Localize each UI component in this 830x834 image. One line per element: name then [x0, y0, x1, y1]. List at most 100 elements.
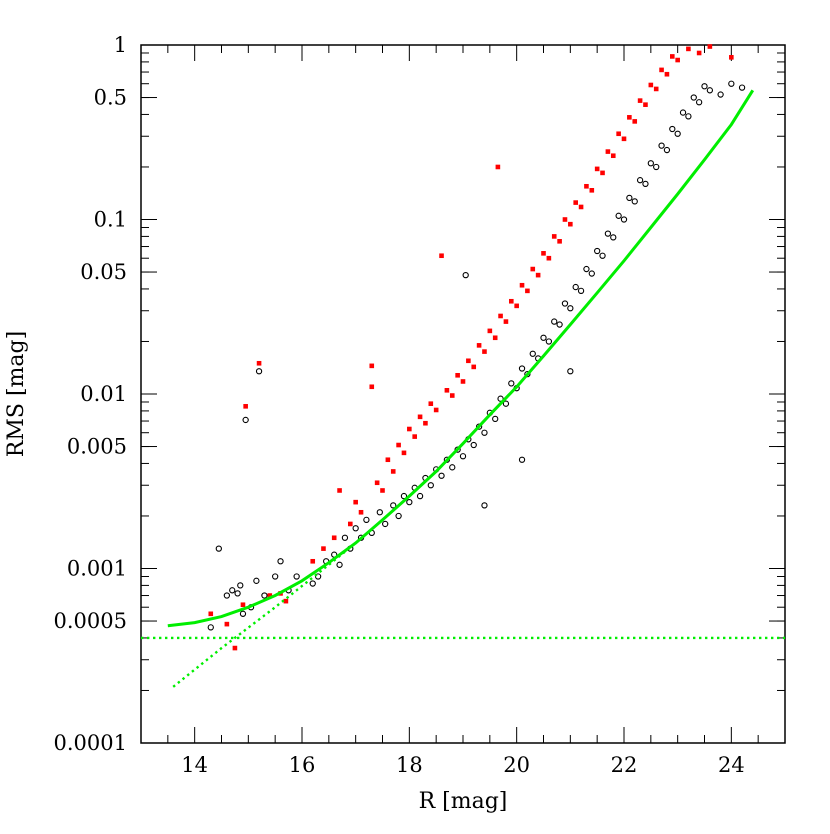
data-point-open-circle	[336, 561, 343, 568]
data-point-open-circle	[309, 580, 316, 587]
y-minor-ticks	[141, 52, 785, 691]
data-point-open-circle	[604, 230, 612, 237]
data-point-filled-square	[380, 488, 385, 493]
data-point-filled-square	[369, 363, 375, 369]
data-point-open-circle	[237, 582, 244, 589]
data-point-filled-square	[466, 358, 471, 364]
data-point-filled-square	[492, 335, 498, 341]
data-point-filled-square	[707, 44, 713, 49]
data-point-open-circle	[658, 142, 665, 149]
data-point-filled-square	[208, 611, 214, 617]
data-point-filled-square	[331, 535, 337, 541]
data-point-open-circle	[642, 180, 649, 188]
x-tick-label: 14	[181, 753, 208, 777]
y-axis-label: RMS [mag]	[4, 331, 29, 457]
data-point-open-circle	[615, 212, 622, 219]
data-point-filled-square	[337, 488, 342, 493]
data-point-filled-square	[353, 499, 358, 505]
x-tick-label: 20	[503, 753, 530, 777]
data-point-open-circle	[481, 429, 488, 436]
data-point-open-circle	[406, 499, 413, 506]
data-point-filled-square	[627, 115, 632, 120]
data-point-filled-square	[562, 217, 568, 222]
data-point-open-circle	[400, 492, 408, 500]
data-point-filled-square	[487, 328, 493, 334]
data-point-open-circle	[738, 84, 746, 91]
data-point-open-circle	[679, 109, 687, 116]
data-point-filled-square	[423, 420, 428, 426]
data-point-filled-square	[476, 343, 482, 348]
data-point-filled-square	[514, 303, 519, 309]
data-point-open-circle	[567, 368, 574, 375]
x-ticks: 14 16 18 20 22 24	[167, 45, 759, 777]
data-point-open-circle	[701, 83, 708, 90]
data-point-filled-square	[283, 598, 289, 604]
data-point-filled-square	[482, 349, 487, 354]
data-point-filled-square	[449, 393, 455, 398]
data-point-open-circle	[647, 160, 654, 167]
data-point-open-circle	[438, 472, 445, 479]
data-point-filled-square	[471, 364, 477, 370]
data-point-filled-square	[240, 602, 246, 608]
data-point-filled-square	[224, 621, 230, 627]
data-point-open-circle	[577, 287, 585, 295]
data-point-filled-square	[256, 360, 262, 366]
data-point-filled-square	[460, 379, 466, 384]
data-point-open-circle	[277, 558, 284, 565]
data-point-filled-square	[637, 98, 643, 103]
data-point-open-circle	[261, 592, 268, 599]
data-point-filled-square	[525, 288, 530, 294]
data-point-open-circle	[728, 80, 735, 87]
data-point-open-circle	[567, 305, 574, 312]
data-point-open-circle	[556, 321, 563, 328]
data-point-filled-square	[439, 253, 444, 259]
data-point-open-circle	[207, 624, 214, 631]
data-point-filled-square	[659, 67, 664, 73]
data-point-open-circle	[341, 534, 349, 541]
data-point-filled-square	[653, 86, 659, 92]
data-point-open-circle	[572, 283, 579, 291]
y-tick-label: 0.001	[67, 557, 127, 581]
data-point-filled-square	[267, 593, 273, 598]
data-point-filled-square	[358, 509, 364, 515]
data-point-open-circle	[529, 350, 536, 357]
data-point-open-circle	[229, 587, 236, 594]
data-point-filled-square	[232, 645, 238, 651]
data-point-filled-square	[369, 384, 375, 390]
data-point-open-circle	[497, 395, 504, 402]
data-point-open-circle	[470, 441, 477, 449]
data-point-open-circle	[508, 380, 515, 387]
line-layer	[141, 89, 785, 688]
data-point-filled-square	[243, 404, 248, 409]
data-point-open-circle	[459, 453, 467, 460]
data-point-open-circle	[416, 492, 424, 500]
data-point-filled-square	[428, 401, 434, 406]
data-point-open-circle	[234, 590, 241, 597]
data-point-open-circle	[352, 525, 359, 532]
data-point-filled-square	[551, 234, 557, 239]
data-point-filled-square	[321, 546, 326, 551]
data-point-filled-square	[444, 388, 450, 393]
data-point-open-circle	[599, 252, 606, 259]
data-point-filled-square	[621, 136, 627, 142]
y-tick-label: 0.05	[80, 260, 127, 284]
data-point-open-circle	[631, 198, 638, 205]
data-point-filled-square	[455, 372, 460, 378]
data-point-filled-square	[557, 239, 562, 244]
data-point-filled-square	[310, 558, 316, 564]
series-layer	[207, 44, 746, 651]
data-point-open-circle	[594, 247, 601, 255]
data-point-open-circle	[462, 271, 469, 279]
data-point-open-circle	[253, 577, 260, 584]
data-point-open-circle	[502, 400, 510, 407]
data-point-filled-square	[589, 188, 595, 193]
data-point-open-circle	[545, 338, 553, 345]
data-point-open-circle	[685, 113, 692, 120]
data-point-open-circle	[481, 502, 488, 509]
data-point-open-circle	[706, 87, 714, 94]
data-point-open-circle	[215, 545, 222, 552]
data-point-filled-square	[605, 149, 611, 154]
data-point-open-circle	[427, 482, 434, 489]
data-point-open-circle	[475, 423, 483, 430]
data-point-open-circle	[223, 592, 231, 599]
